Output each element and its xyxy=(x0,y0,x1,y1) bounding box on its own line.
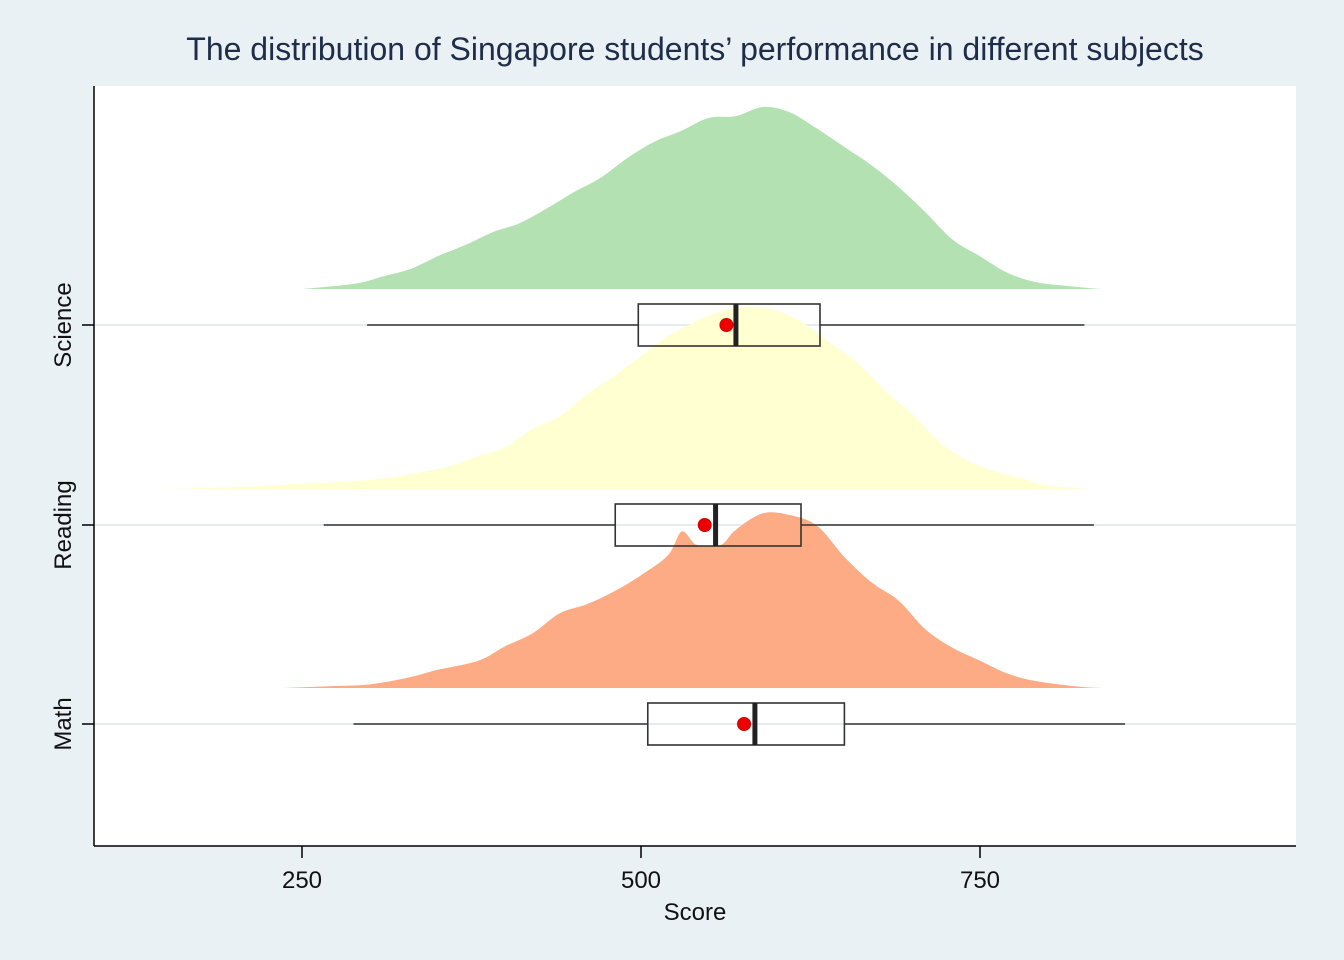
x-axis-title: Score xyxy=(664,899,727,926)
boxplot-reading xyxy=(323,503,1094,547)
iqr-box xyxy=(637,303,821,347)
x-tick-label-250: 250 xyxy=(282,867,322,894)
density-math xyxy=(281,512,1130,688)
x-tick-label-750: 750 xyxy=(960,867,1000,894)
chart-title: The distribution of Singapore students’ … xyxy=(186,31,1203,67)
y-tick-label-math: Math xyxy=(50,697,77,750)
mean-point xyxy=(697,518,712,532)
boxplot-math xyxy=(353,702,1126,746)
mean-point xyxy=(719,318,734,332)
density-clouds xyxy=(152,106,1130,688)
density-science xyxy=(302,106,1130,289)
x-tick-label-500: 500 xyxy=(621,867,661,894)
boxplots xyxy=(323,303,1126,746)
axes xyxy=(93,86,1296,847)
axis-ticks: Math Reading Science 250 500 750 xyxy=(50,282,1000,894)
iqr-box xyxy=(614,503,802,547)
mean-point xyxy=(737,717,752,731)
iqr-box xyxy=(646,702,846,746)
density-reading xyxy=(152,307,1089,489)
boxplot-science xyxy=(367,303,1085,347)
y-tick-label-science: Science xyxy=(50,282,77,367)
y-tick-label-reading: Reading xyxy=(50,480,77,569)
